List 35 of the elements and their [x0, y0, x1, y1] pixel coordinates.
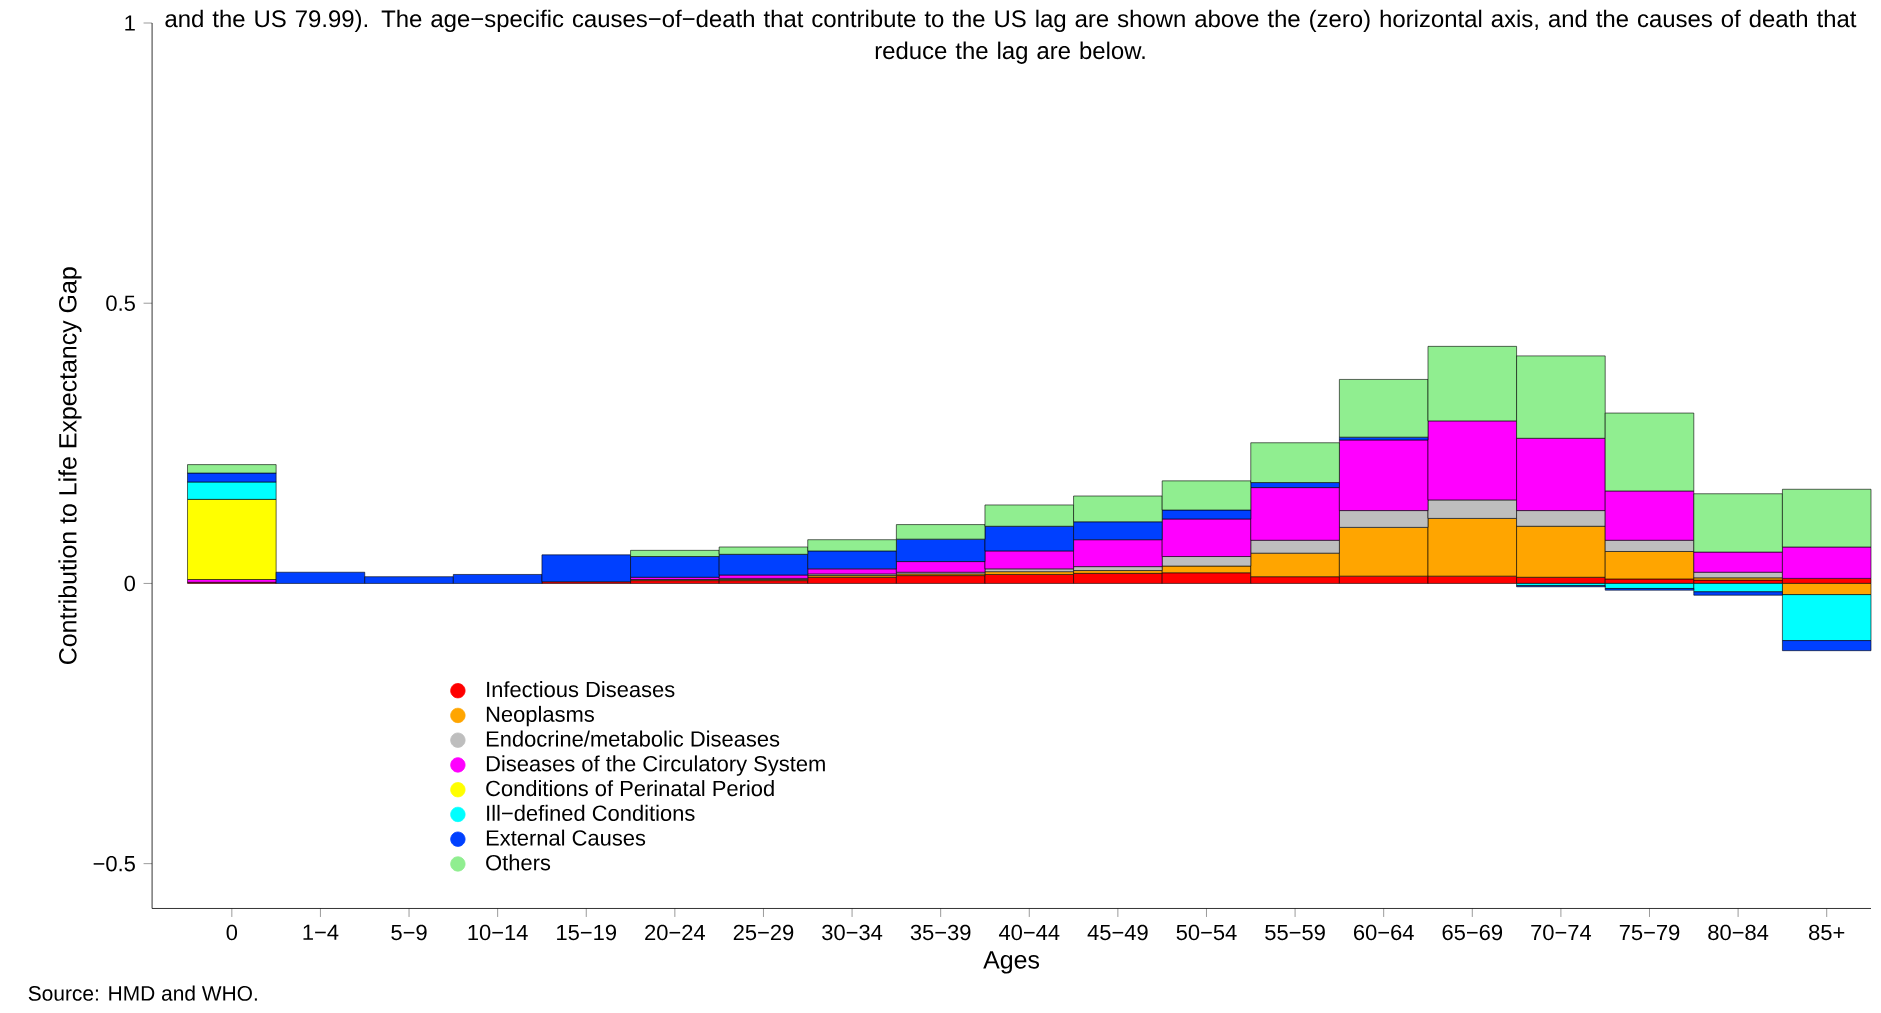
y-tick-label: −0.5 — [93, 856, 135, 872]
x-tick-label: 35−39 — [910, 924, 971, 941]
y-tick-label: 0.5 — [106, 295, 135, 312]
x-tick-label: 15−19 — [557, 924, 616, 941]
x-tick-label: 5−9 — [391, 924, 427, 941]
legend-label: Others — [486, 854, 551, 871]
x-tick-label: 60−64 — [1354, 924, 1414, 941]
y-axis-title: Contribution to Life Expectancy Gap — [58, 267, 82, 665]
x-tick-label: 75−79 — [1619, 924, 1680, 941]
x-tick-label: 25−29 — [733, 924, 794, 941]
legend-label: Ill−defined Conditions — [487, 805, 695, 822]
x-tick-label: 1−4 — [303, 924, 339, 941]
x-tick-label: 55−59 — [1265, 924, 1325, 941]
legend-label: Diseases of the Circulatory System — [486, 755, 825, 777]
x-tick-label: 30−34 — [822, 924, 883, 941]
x-tick-label: 70−74 — [1531, 924, 1592, 941]
legend-label: Infectious Diseases — [487, 681, 675, 698]
x-tick-label: 80−84 — [1708, 924, 1769, 941]
x-tick-label: 20−24 — [645, 924, 705, 941]
x-tick-label: 45−49 — [1087, 924, 1148, 941]
chart-title: and the US 79.99). The age−specific causes−of−death that contribute to the US lag are shown above the (zero) horizontal axis, and the causes of death that reduce the lag are below. — [165, 9, 1857, 65]
x-tick-label: 85+ — [1809, 924, 1845, 941]
x-axis-title: Ages — [983, 951, 1040, 974]
x-tick-label: 0 — [226, 924, 238, 941]
legend-label: Neoplasms — [486, 706, 594, 727]
y-tick-label: 1 — [125, 15, 135, 31]
x-tick-label: 50−54 — [1176, 924, 1237, 941]
x-tick-label: 40−44 — [998, 924, 1060, 941]
x-tick-label: 10−14 — [468, 924, 528, 941]
x-tick-label: 65−69 — [1442, 924, 1503, 941]
source-note: Source: HMD and WHO. — [28, 985, 257, 1002]
y-tick-label: 0 — [124, 575, 135, 592]
legend-label: External Causes — [486, 829, 646, 846]
legend-label: Endocrine/metabolic Diseases — [486, 730, 780, 747]
legend-label: Conditions of Perinatal Period — [486, 780, 774, 797]
